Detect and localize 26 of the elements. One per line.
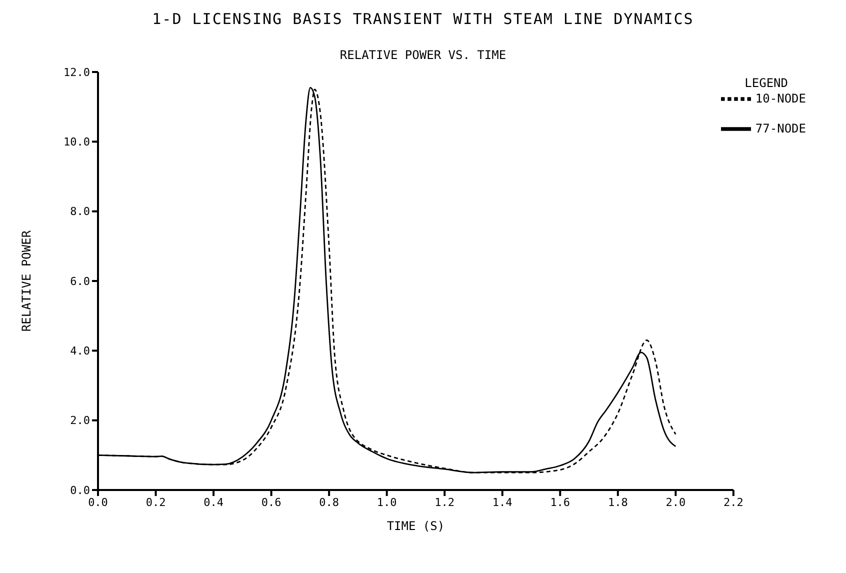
- x-tick-label: 1.4: [492, 496, 513, 509]
- y-axis-title: RELATIVE POWER: [19, 230, 34, 332]
- chart-title: 1-D LICENSING BASIS TRANSIENT WITH STEAM LINE DYNAMICS: [151, 10, 695, 28]
- y-tick-label: 10.0: [64, 136, 90, 149]
- y-tick-label: 4.0: [70, 344, 90, 358]
- x-tick-label: 0.6: [261, 496, 282, 509]
- x-tick-label: 0.0: [88, 496, 108, 509]
- x-tick-label: 0.2: [146, 496, 166, 509]
- x-tick-label: 2.2: [723, 496, 744, 509]
- legend-label: 77-NODE: [755, 121, 806, 136]
- y-tick-label: 6.0: [70, 274, 90, 288]
- x-tick-label: 1.0: [376, 496, 397, 509]
- y-tick-label: 2.0: [70, 414, 90, 428]
- chart-subtitle: RELATIVE POWER VS. TIME: [338, 48, 508, 62]
- x-axis-title: TIME (S): [386, 519, 445, 533]
- x-tick-label: 1.2: [434, 496, 455, 509]
- y-tick-label: 8.0: [70, 205, 90, 218]
- x-tick-label: 0.8: [319, 496, 339, 509]
- y-tick-label: 0.0: [70, 484, 90, 497]
- legend-label: 10-NODE: [755, 91, 806, 106]
- x-tick-label: 1.8: [608, 496, 628, 509]
- y-tick-label: 12.0: [64, 66, 90, 79]
- x-tick-label: 1.6: [550, 496, 570, 509]
- x-tick-label: 0.4: [204, 496, 224, 509]
- x-tick-label: 2.0: [666, 496, 686, 509]
- legend-title: LEGEND: [744, 76, 788, 90]
